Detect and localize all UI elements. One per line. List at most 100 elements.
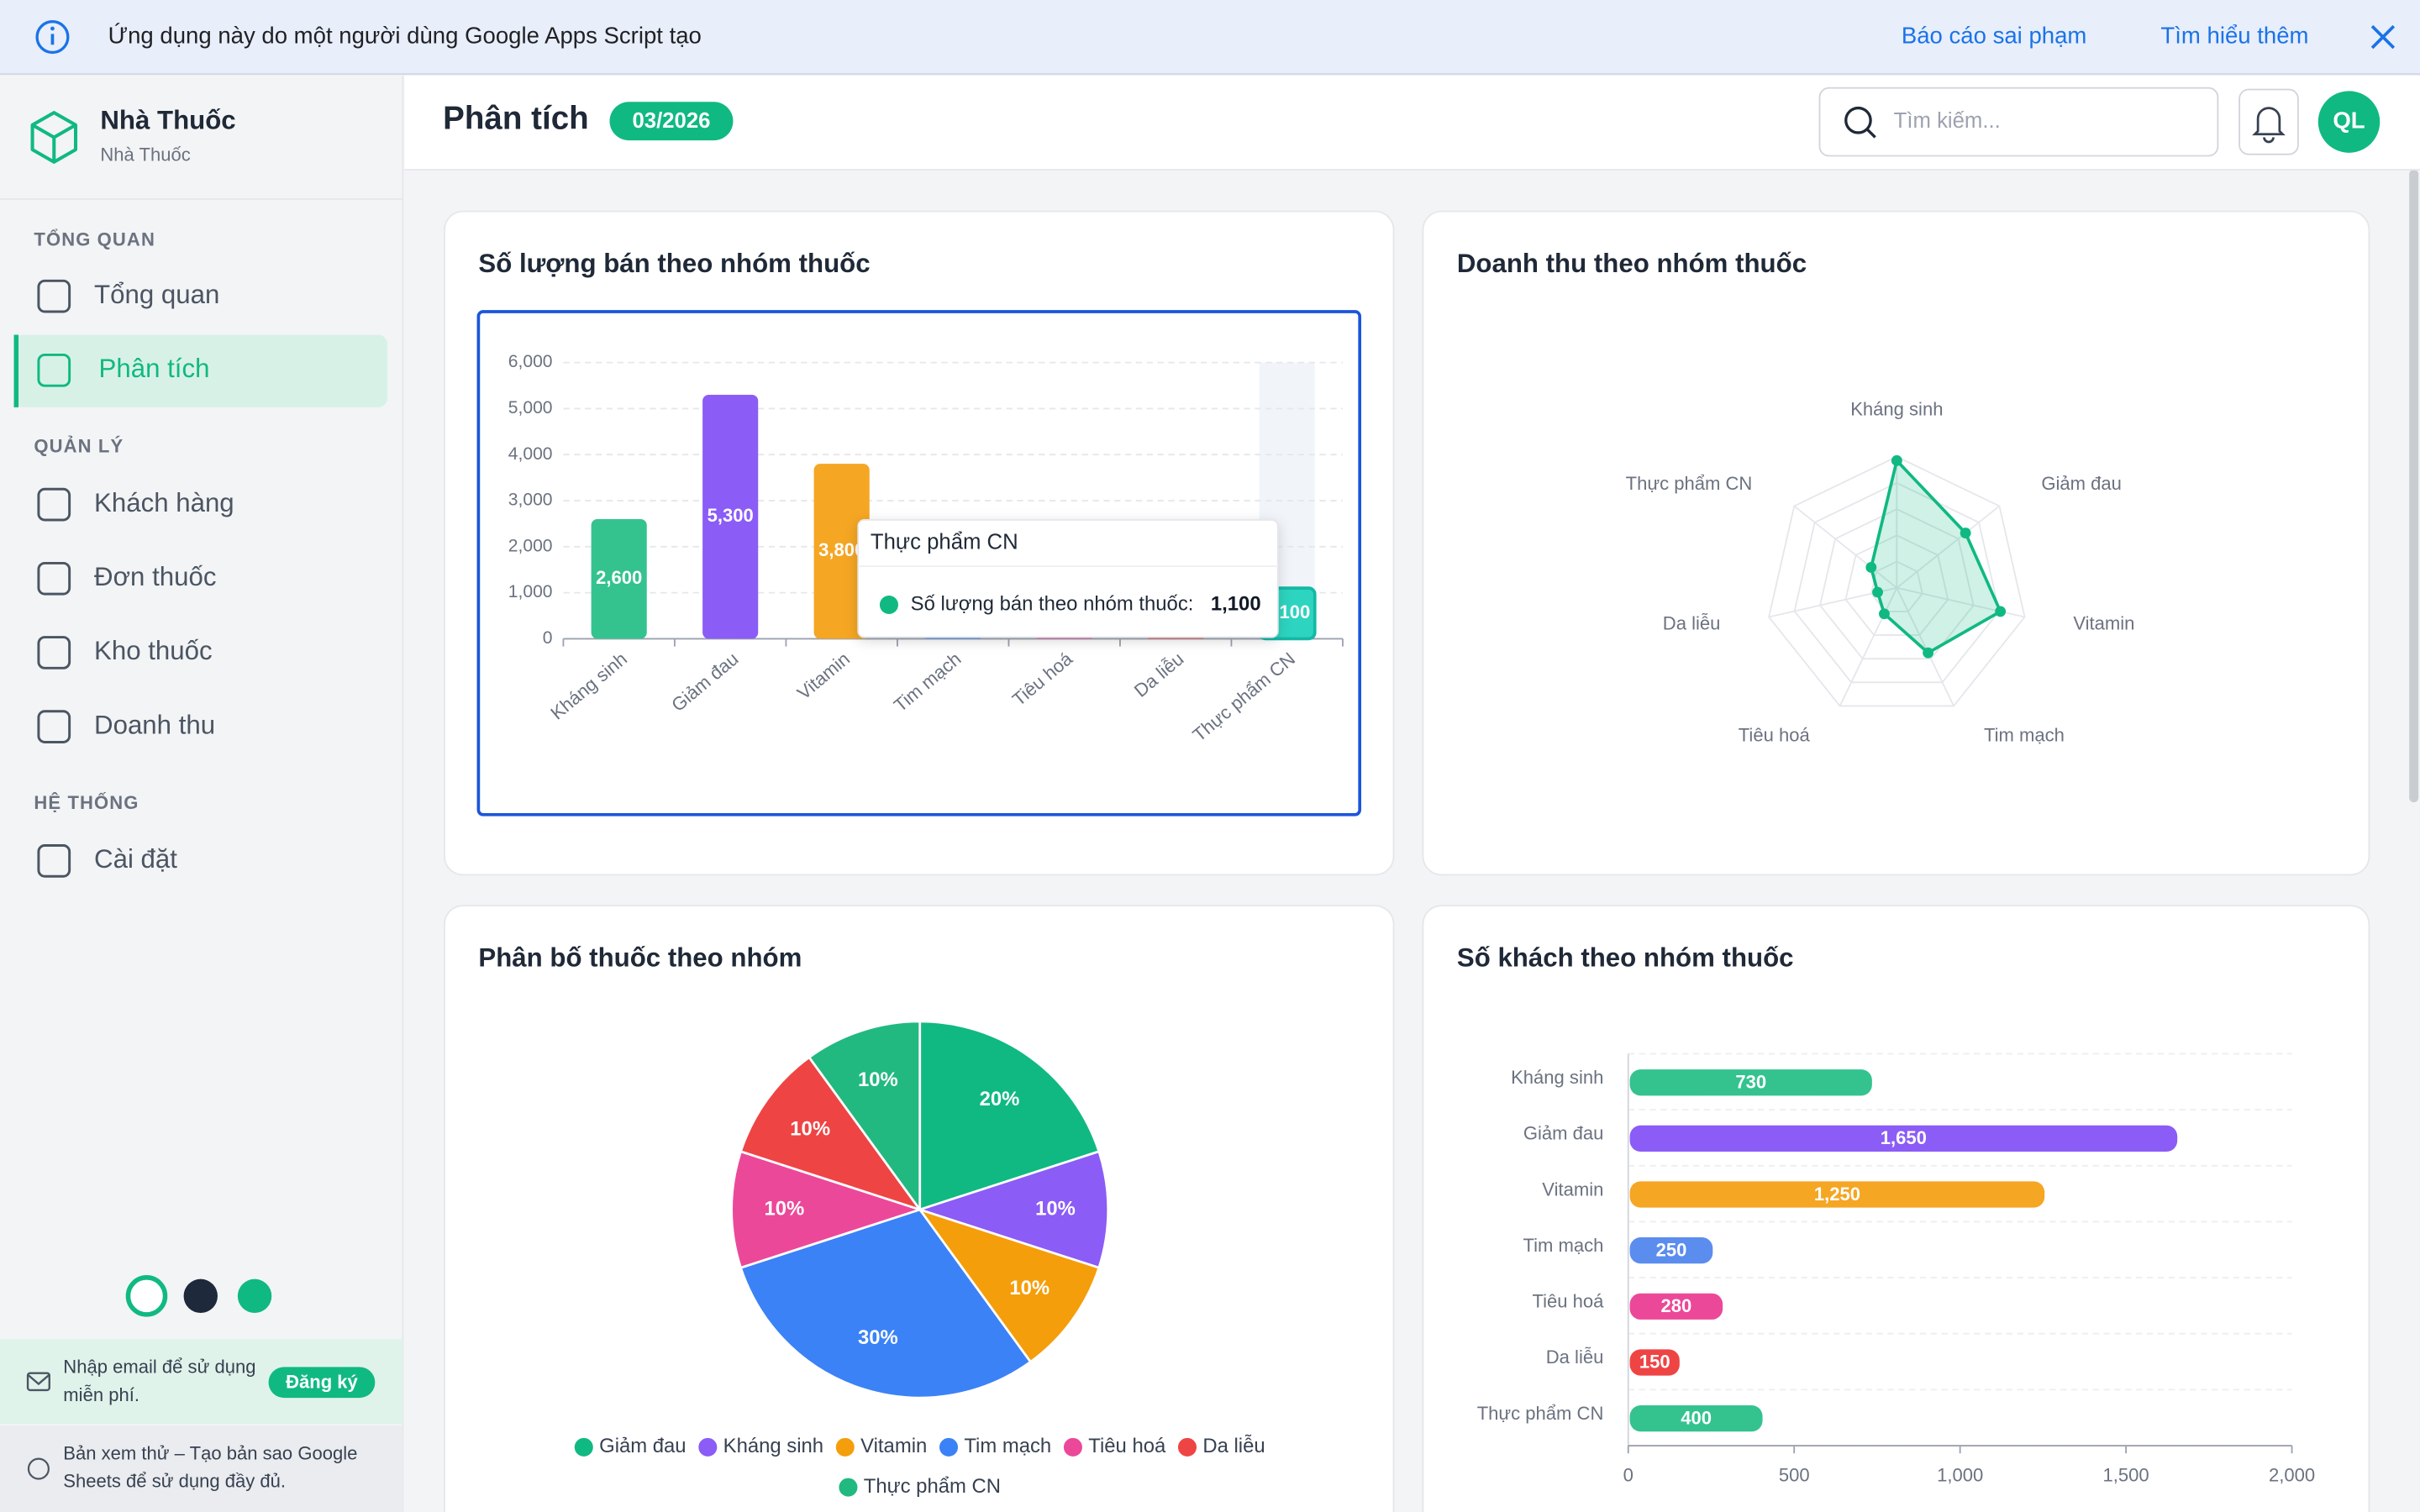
legend-label[interactable]: Thực phẩm CN	[864, 1475, 1001, 1498]
nav-active-indicator	[13, 334, 19, 407]
scrollbar	[2409, 170, 2419, 803]
value-label: 280	[1660, 1295, 1691, 1316]
banner-text: Ứng dụng này do một người dùng Google Ap…	[108, 22, 702, 48]
tooltip	[857, 519, 1279, 638]
value-label: 5,300	[708, 505, 754, 526]
pie-label: 10%	[1009, 1277, 1050, 1299]
report-link[interactable]: Báo cáo sai phạm	[1902, 22, 2087, 48]
bar	[1629, 1069, 1872, 1096]
radar-point	[1872, 586, 1883, 598]
bar	[1629, 1237, 1713, 1264]
search-icon	[1866, 129, 1876, 139]
radar-label: Kháng sinh	[1850, 398, 1943, 419]
radar-ring	[1768, 455, 2026, 707]
x-tick-label: 2,000	[2269, 1465, 2315, 1486]
avatar[interactable]	[2317, 91, 2381, 153]
legend-label[interactable]: Vitamin	[860, 1435, 927, 1457]
value-label: 400	[1681, 1407, 1712, 1428]
legend-label[interactable]: Kháng sinh	[723, 1435, 823, 1457]
mail-icon	[27, 1373, 50, 1386]
pie-slice	[739, 1208, 1033, 1399]
search-placeholder[interactable]: Tìm kiếm...	[1894, 109, 2001, 133]
page-title: Phân tích	[443, 100, 589, 136]
search-box[interactable]	[1818, 87, 2219, 157]
nav-icon	[37, 844, 71, 878]
value-label: 150	[1639, 1352, 1670, 1373]
legend-dot[interactable]	[1177, 1437, 1197, 1457]
notification-button[interactable]	[2238, 88, 2299, 155]
value-label: 1,650	[1881, 1127, 1927, 1148]
legend-dot[interactable]	[574, 1437, 593, 1457]
bar	[1629, 1405, 1763, 1432]
theme-dot[interactable]	[183, 1278, 218, 1314]
x-tick-label: 1,000	[1937, 1465, 1983, 1486]
bar	[1629, 1125, 2178, 1152]
pie-slice	[730, 1150, 924, 1269]
bar	[813, 464, 870, 639]
bar	[1629, 1181, 2045, 1208]
nav-item[interactable]: Doanh thu	[94, 710, 215, 739]
nav-icon	[37, 353, 71, 387]
legend-dot[interactable]	[835, 1437, 855, 1457]
nav-item[interactable]: Đơn thuốc	[94, 562, 216, 591]
radar-spoke	[1896, 505, 2000, 589]
learn-more-link[interactable]: Tìm hiểu thêm	[2160, 22, 2308, 48]
card-title: Phân bố thuốc theo nhóm	[478, 943, 802, 973]
sidebar	[0, 76, 403, 1512]
radar-label: Tiêu hoá	[1739, 725, 1811, 746]
y-tick-label: Vitamin	[1542, 1179, 1603, 1200]
radar-spoke	[1793, 505, 1897, 589]
legend-dot[interactable]	[839, 1478, 858, 1497]
legend-dot[interactable]	[939, 1437, 959, 1457]
legend-label[interactable]: Tiêu hoá	[1088, 1435, 1166, 1457]
close-button[interactable]	[2370, 24, 2396, 50]
y-tick-label: Da liễu	[1546, 1347, 1604, 1368]
y-tick-label: 4,000	[508, 444, 553, 464]
bar	[702, 394, 759, 639]
section-title: TỔNG QUAN	[34, 228, 155, 249]
nav-icon	[37, 636, 71, 669]
pie-slice	[916, 1150, 1110, 1269]
pie-label: 10%	[858, 1068, 898, 1091]
radar-point	[1879, 608, 1890, 620]
value-label: 250	[1656, 1239, 1687, 1260]
avatar-label[interactable]: QL	[2333, 107, 2365, 133]
nav-item[interactable]: Kho thuốc	[94, 636, 213, 665]
tooltip-title: Thực phẩm CN	[871, 530, 1018, 554]
legend-dot[interactable]	[1063, 1437, 1082, 1457]
legend-dot[interactable]	[698, 1437, 718, 1457]
radar-spoke	[1896, 587, 1954, 706]
pie-slice	[917, 1207, 1101, 1364]
nav-active-bg	[13, 334, 388, 407]
value-label: 1,250	[1814, 1184, 1860, 1205]
tooltip-value: 1,100	[1211, 592, 1261, 615]
legend-label[interactable]: Da liễu	[1202, 1435, 1265, 1457]
radar-ring	[1870, 560, 1923, 612]
bar	[1629, 1349, 1680, 1376]
nav-item[interactable]: Tổng quan	[94, 280, 219, 309]
nav-icon	[37, 279, 71, 313]
legend-label[interactable]: Giảm đau	[599, 1435, 686, 1457]
y-tick-label: 0	[543, 628, 553, 648]
y-tick-label: Thực phẩm CN	[1477, 1403, 1604, 1424]
radar-point	[1960, 528, 1971, 539]
signup-button-label[interactable]: Đăng ký	[286, 1371, 358, 1392]
signup-button[interactable]	[268, 1367, 376, 1399]
mail-icon	[26, 1372, 50, 1392]
nav-item[interactable]: Phân tích	[99, 354, 210, 383]
legend-label[interactable]: Tim mạch	[964, 1435, 1051, 1457]
radar-point	[1995, 606, 2007, 617]
x-tick-label: 500	[1779, 1465, 1810, 1486]
y-tick-label: Tim mạch	[1523, 1235, 1603, 1256]
nav-icon	[37, 561, 71, 596]
nav-item[interactable]: Cài đặt	[94, 844, 177, 874]
theme-dot[interactable]	[237, 1278, 272, 1314]
info-icon	[50, 26, 55, 31]
signup-text-box: Nhập email để sử dụng miễn phí.	[63, 1356, 255, 1405]
pie-slice	[918, 1020, 1101, 1211]
radar-ring	[1844, 534, 1949, 636]
pie-label: 10%	[764, 1197, 804, 1220]
nav-item[interactable]: Khách hàng	[94, 488, 234, 517]
radar-label: Da liễu	[1663, 612, 1721, 633]
theme-dot[interactable]	[125, 1275, 168, 1317]
